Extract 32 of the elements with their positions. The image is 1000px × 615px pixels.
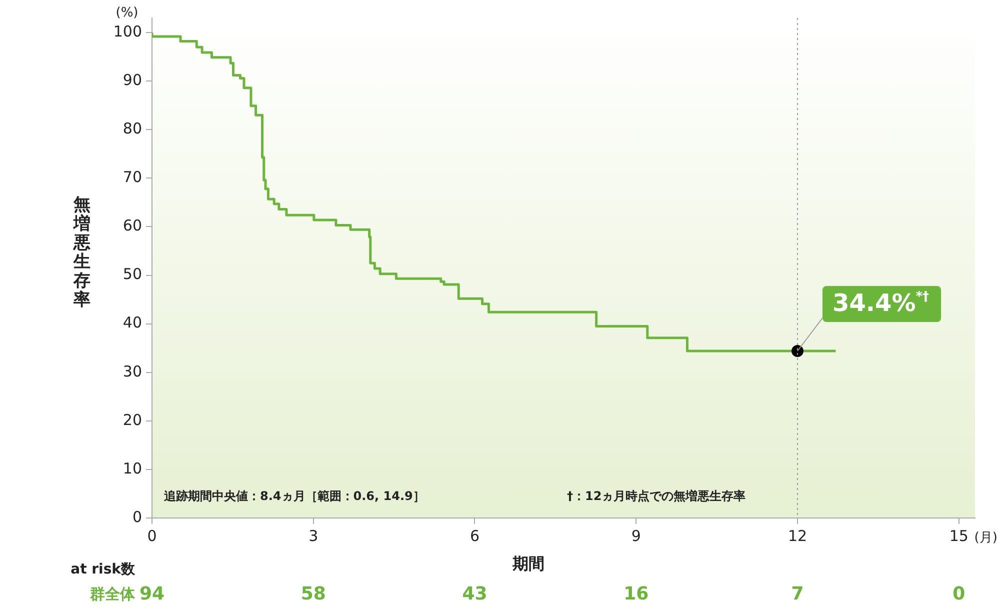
x-tick-label: 0 (147, 526, 157, 545)
text: 43 (462, 584, 488, 605)
y-axis-title: 無増悪生存率 (72, 194, 90, 310)
annotation: 追跡期間中央値：8.4ヵ月［範囲：0.6, 14.9］ (163, 489, 425, 504)
annotation: †：12ヵ月時点での無増悪生存率 (567, 489, 746, 504)
x-tick-label: 12 (788, 526, 808, 545)
x-axis-title: 期間 (512, 554, 544, 574)
y-tick-label: 70 (122, 168, 142, 186)
y-tick-label: 40 (122, 314, 142, 332)
x-tick-label: 3 (308, 526, 318, 545)
y-tick-label: 50 (122, 265, 142, 284)
y-tick-label: 90 (122, 70, 142, 89)
text: 58 (300, 584, 326, 605)
text: at risk数 (70, 562, 136, 578)
x-tick-label: 15 (949, 526, 968, 545)
text: 94 (139, 584, 165, 605)
text: (月) (974, 530, 998, 546)
text: (%) (116, 5, 138, 20)
y-tick-label: 30 (122, 362, 142, 380)
y-tick-label: 100 (113, 22, 142, 40)
text: 0 (952, 584, 966, 605)
y-tick-label: 80 (122, 120, 142, 138)
y-tick-label: 20 (122, 410, 142, 429)
text: 7 (791, 584, 804, 605)
text: 群全体 (89, 584, 136, 603)
y-tick-label: 0 (132, 508, 142, 526)
annotation: 34.4%*† (832, 289, 930, 318)
text: 16 (624, 584, 649, 605)
x-tick-label: 6 (470, 526, 480, 545)
y-tick-label: 60 (122, 216, 142, 235)
y-tick-label: 10 (122, 459, 142, 478)
x-tick-label: 9 (631, 526, 641, 545)
